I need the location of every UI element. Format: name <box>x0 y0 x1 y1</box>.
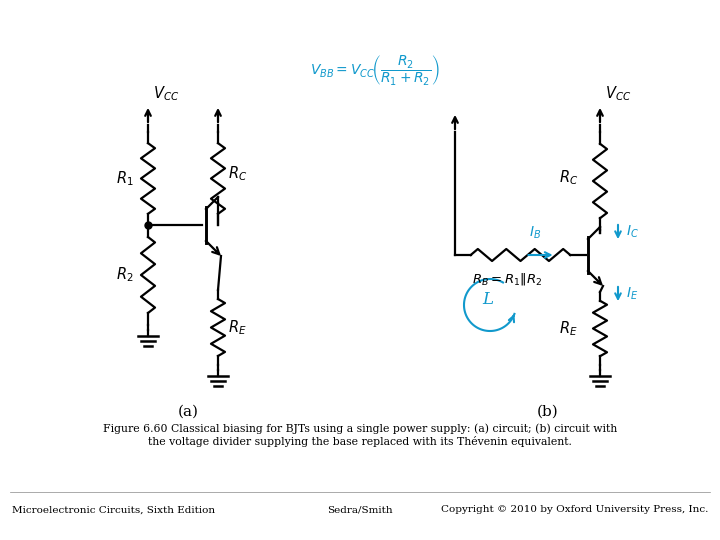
Text: Sedra/Smith: Sedra/Smith <box>327 505 393 515</box>
Text: Microelectronic Circuits, Sixth Edition: Microelectronic Circuits, Sixth Edition <box>12 505 215 515</box>
Text: $V_{BB} = V_{CC}\!\left(\dfrac{R_2}{R_1+R_2}\right)$: $V_{BB} = V_{CC}\!\left(\dfrac{R_2}{R_1+… <box>310 53 440 87</box>
Text: $I_C$: $I_C$ <box>626 224 639 240</box>
Text: $V_{CC}$: $V_{CC}$ <box>153 84 179 103</box>
Text: $R_C$: $R_C$ <box>559 168 578 187</box>
Text: $R_1$: $R_1$ <box>117 169 134 188</box>
Text: Figure 6.60 Classical biasing for BJTs using a single power supply: (a) circuit;: Figure 6.60 Classical biasing for BJTs u… <box>103 423 617 447</box>
Text: L: L <box>482 292 493 308</box>
Text: (a): (a) <box>178 405 199 419</box>
Text: $R_E$: $R_E$ <box>559 319 578 338</box>
Text: $R_B = R_1 \| R_2$: $R_B = R_1 \| R_2$ <box>472 271 543 287</box>
Text: $R_C$: $R_C$ <box>228 164 247 183</box>
Text: Copyright © 2010 by Oxford University Press, Inc.: Copyright © 2010 by Oxford University Pr… <box>441 505 708 515</box>
Text: (b): (b) <box>536 405 559 419</box>
Text: $V_{CC}$: $V_{CC}$ <box>605 84 631 103</box>
Text: $I_B$: $I_B$ <box>529 225 541 241</box>
Text: $R_2$: $R_2$ <box>117 266 134 285</box>
Text: $I_E$: $I_E$ <box>626 286 638 302</box>
Text: $R_E$: $R_E$ <box>228 318 247 337</box>
